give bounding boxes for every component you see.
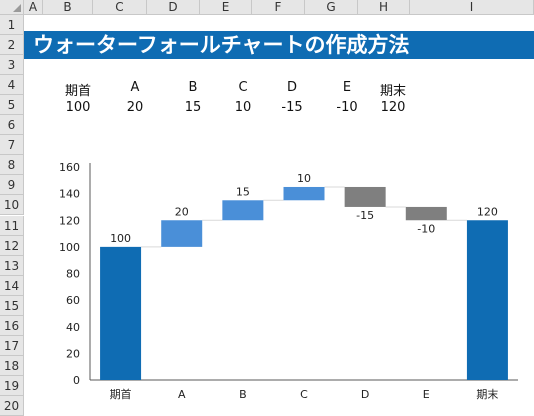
data-label: 20 (175, 205, 189, 218)
row-header-6[interactable]: 6 (0, 115, 24, 136)
row-header-5[interactable]: 5 (0, 95, 24, 116)
y-tick-label: 100 (59, 241, 80, 254)
table-label-cell[interactable]: E (342, 80, 352, 95)
row-header-3[interactable]: 3 (0, 55, 24, 76)
data-label: -15 (356, 209, 374, 222)
y-tick-label: 20 (66, 347, 80, 360)
y-tick-label: 120 (59, 214, 80, 227)
category-label: 期末 (476, 387, 498, 401)
row-header-9[interactable]: 9 (0, 175, 24, 196)
column-header-f[interactable]: F (252, 0, 305, 15)
column-header-a[interactable]: A (24, 0, 43, 15)
row-header-2[interactable]: 2 (0, 35, 24, 56)
sheet-title: ウォーターフォールチャートの作成方法 (33, 33, 410, 57)
table-label-cell[interactable]: D (286, 80, 297, 95)
y-tick-label: 140 (59, 188, 80, 201)
data-label: 100 (110, 232, 131, 245)
column-header-g[interactable]: G (305, 0, 358, 15)
total-bar (100, 246, 142, 380)
row-header-12[interactable]: 12 (0, 235, 24, 256)
data-label: 10 (297, 172, 311, 185)
category-label: B (239, 388, 247, 401)
table-value-cell[interactable]: 20 (126, 100, 144, 115)
row-header-8[interactable]: 8 (0, 155, 24, 176)
table-value-cell[interactable]: 100 (65, 100, 91, 115)
category-label: E (423, 388, 430, 401)
column-header-c[interactable]: C (93, 0, 147, 15)
row-header-13[interactable]: 13 (0, 255, 24, 276)
select-all-corner[interactable] (0, 0, 24, 15)
table-label-cell[interactable]: A (130, 80, 140, 95)
decrease-bar (344, 186, 386, 207)
table-value-cell[interactable]: -15 (281, 100, 303, 115)
row-header-15[interactable]: 15 (0, 295, 24, 316)
row-header-14[interactable]: 14 (0, 275, 24, 296)
table-label-cell[interactable]: B (188, 80, 198, 95)
table-value-cell[interactable]: 120 (380, 100, 406, 115)
y-tick-label: 160 (59, 161, 80, 174)
row-header-4[interactable]: 4 (0, 75, 24, 96)
category-label: D (361, 388, 369, 401)
table-value-cell[interactable]: 10 (234, 100, 252, 115)
title-cell[interactable] (24, 31, 534, 59)
category-label: A (178, 388, 186, 401)
column-header-h[interactable]: H (358, 0, 410, 15)
column-header-b[interactable]: B (43, 0, 93, 15)
increase-bar (222, 200, 264, 221)
table-value-cell[interactable]: 15 (184, 100, 202, 115)
table-label-cell[interactable]: 期末 (379, 84, 406, 99)
row-header-19[interactable]: 19 (0, 375, 24, 396)
column-header-d[interactable]: D (147, 0, 200, 15)
y-tick-label: 40 (66, 321, 80, 334)
table-label-cell[interactable]: C (238, 80, 248, 95)
table-label-cell[interactable]: 期首 (64, 84, 91, 99)
y-tick-label: 0 (73, 374, 80, 387)
row-header-18[interactable]: 18 (0, 355, 24, 376)
row-header-20[interactable]: 20 (0, 395, 24, 416)
category-label: C (300, 388, 308, 401)
y-tick-label: 80 (66, 268, 80, 281)
row-header-1[interactable]: 1 (0, 15, 24, 36)
table-value-cell[interactable]: -10 (336, 100, 358, 115)
increase-bar (161, 220, 203, 247)
total-bar (466, 220, 508, 380)
column-header-e[interactable]: E (200, 0, 252, 15)
y-tick-label: 60 (66, 294, 80, 307)
data-label: 120 (477, 205, 498, 218)
data-label: 15 (236, 185, 250, 198)
row-header-10[interactable]: 10 (0, 195, 24, 216)
increase-bar (283, 186, 325, 201)
row-header-11[interactable]: 11 (0, 215, 24, 236)
data-label: -10 (417, 222, 435, 235)
decrease-bar (405, 206, 447, 221)
row-header-17[interactable]: 17 (0, 335, 24, 356)
category-label: 期首 (110, 387, 132, 401)
row-header-7[interactable]: 7 (0, 135, 24, 156)
row-header-16[interactable]: 16 (0, 315, 24, 336)
